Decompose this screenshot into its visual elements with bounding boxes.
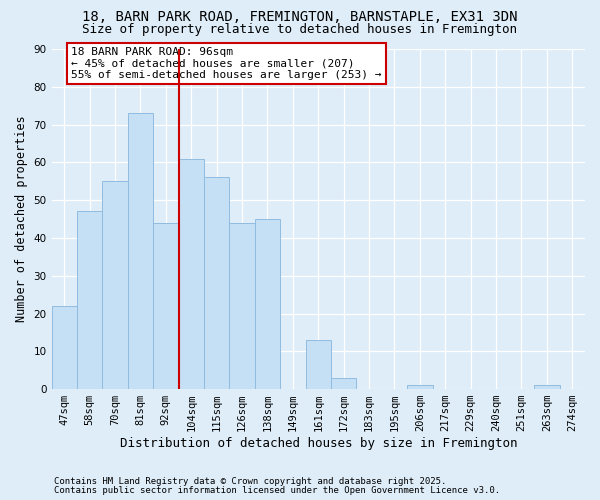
Bar — [179, 158, 204, 389]
Bar — [255, 219, 280, 389]
Text: Contains HM Land Registry data © Crown copyright and database right 2025.: Contains HM Land Registry data © Crown c… — [54, 477, 446, 486]
Bar — [77, 212, 103, 389]
Bar — [128, 113, 153, 389]
Bar — [52, 306, 77, 389]
Bar — [534, 386, 560, 389]
Bar — [153, 223, 179, 389]
Bar — [103, 182, 128, 389]
Text: Contains public sector information licensed under the Open Government Licence v3: Contains public sector information licen… — [54, 486, 500, 495]
Bar — [331, 378, 356, 389]
Y-axis label: Number of detached properties: Number of detached properties — [15, 116, 28, 322]
Text: Size of property relative to detached houses in Fremington: Size of property relative to detached ho… — [83, 22, 517, 36]
Text: 18, BARN PARK ROAD, FREMINGTON, BARNSTAPLE, EX31 3DN: 18, BARN PARK ROAD, FREMINGTON, BARNSTAP… — [82, 10, 518, 24]
X-axis label: Distribution of detached houses by size in Fremington: Distribution of detached houses by size … — [119, 437, 517, 450]
Text: 18 BARN PARK ROAD: 96sqm
← 45% of detached houses are smaller (207)
55% of semi-: 18 BARN PARK ROAD: 96sqm ← 45% of detach… — [71, 47, 382, 80]
Bar — [204, 178, 229, 389]
Bar — [305, 340, 331, 389]
Bar — [407, 386, 433, 389]
Bar — [229, 223, 255, 389]
